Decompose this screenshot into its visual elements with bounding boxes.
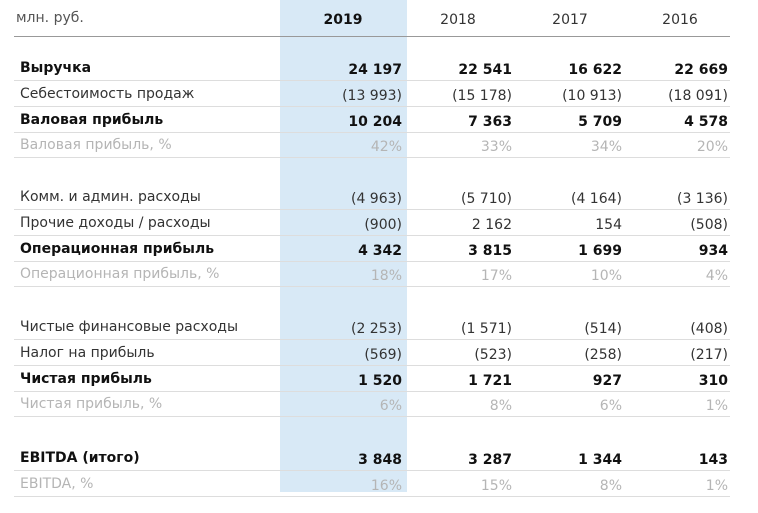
cell-value: (258)	[584, 346, 622, 363]
row-label: Чистая прибыль	[20, 370, 152, 387]
row-label: Валовая прибыль	[20, 111, 164, 128]
cell-value: 4 578	[684, 113, 728, 130]
row-rule	[14, 234, 730, 236]
year-header: 2018	[440, 12, 476, 28]
row-label: Налог на прибыль	[20, 344, 155, 361]
row-label: Комм. и админ. расходы	[20, 189, 201, 205]
cell-value: (1 571)	[460, 321, 512, 337]
row-rule	[14, 105, 730, 107]
cell-value: 17%	[480, 268, 512, 285]
cell-value: 6%	[379, 398, 402, 415]
cell-value: 1%	[705, 477, 728, 494]
cell-value: 6%	[599, 398, 622, 415]
cell-value: (523)	[474, 346, 512, 363]
cell-value: (3 136)	[676, 191, 728, 207]
cell-value: 16 622	[568, 62, 622, 78]
cell-value: 1 344	[578, 452, 622, 468]
row-rule	[14, 260, 730, 262]
row-rule	[14, 209, 730, 210]
row-rule	[14, 80, 730, 81]
cell-value: (217)	[690, 346, 728, 363]
cell-value: 934	[698, 242, 728, 259]
cell-value: 1 699	[578, 242, 622, 259]
cell-value: 15%	[480, 477, 512, 494]
cell-value: (900)	[364, 216, 402, 233]
cell-value: (18 091)	[668, 87, 728, 104]
cell-value: 22 541	[458, 62, 512, 78]
cell-value: 3 287	[468, 452, 512, 468]
cell-value: 10 204	[348, 113, 402, 130]
cell-value: 16%	[370, 477, 402, 494]
row-rule	[14, 470, 730, 471]
row-label: EBITDA (итого)	[20, 450, 140, 466]
cell-value: (569)	[364, 346, 402, 363]
cell-value: (514)	[584, 321, 622, 337]
cell-value: 8%	[489, 398, 512, 415]
cell-value: (508)	[690, 216, 728, 233]
row-label: Операционная прибыль, %	[20, 266, 220, 283]
cell-value: 42%	[370, 139, 402, 156]
row-label: Выручка	[20, 60, 92, 76]
cell-value: 20%	[696, 139, 728, 156]
row-rule	[14, 131, 730, 133]
row-rule	[14, 364, 730, 366]
cell-value: 2 162	[471, 216, 512, 233]
cell-value: (4 963)	[350, 191, 402, 207]
cell-value: 10%	[590, 268, 622, 285]
column-highlight	[280, 0, 407, 492]
year-header: 2016	[662, 12, 698, 28]
cell-value: 927	[592, 372, 622, 389]
cell-value: (2 253)	[350, 321, 402, 337]
row-label: Операционная прибыль	[20, 240, 215, 257]
cell-value: 3 848	[358, 452, 402, 468]
row-rule	[14, 495, 730, 497]
row-label: Валовая прибыль, %	[20, 137, 172, 154]
row-rule	[14, 416, 730, 418]
cell-value: 310	[698, 372, 728, 389]
cell-value: 143	[698, 452, 728, 468]
row-rule	[14, 390, 730, 392]
cell-value: 18%	[370, 268, 402, 285]
year-header: 2017	[552, 12, 588, 28]
row-label: EBITDA, %	[20, 475, 94, 492]
cell-value: 7 363	[468, 113, 512, 130]
cell-value: 1%	[705, 398, 728, 415]
cell-value: (408)	[690, 321, 728, 337]
unit: млн. руб.	[16, 10, 84, 26]
cell-value: 4 342	[358, 242, 402, 259]
cell-value: 34%	[590, 139, 622, 156]
cell-value: 4%	[705, 268, 728, 285]
row-rule	[14, 286, 730, 288]
cell-value: 154	[595, 216, 622, 233]
year-header: 2019	[323, 12, 363, 28]
row-label: Чистые финансовые расходы	[20, 319, 238, 335]
row-rule	[14, 157, 730, 159]
cell-value: 5 709	[578, 113, 622, 130]
cell-value: 1 520	[358, 372, 402, 389]
row-rule	[14, 339, 730, 340]
row-label: Прочие доходы / расходы	[20, 214, 211, 231]
cell-value: 3 815	[468, 242, 512, 259]
cell-value: 22 669	[674, 62, 728, 78]
cell-value: 24 197	[348, 62, 402, 78]
cell-value: (4 164)	[570, 191, 622, 207]
cell-value: 33%	[480, 139, 512, 156]
cell-value: (15 178)	[452, 87, 512, 104]
cell-value: (10 913)	[562, 87, 622, 104]
cell-value: (5 710)	[460, 191, 512, 207]
cell-value: 8%	[599, 477, 622, 494]
header-rule	[14, 36, 730, 37]
row-label: Себестоимость продаж	[20, 85, 195, 102]
cell-value: (13 993)	[342, 87, 402, 104]
cell-value: 1 721	[468, 372, 512, 389]
row-label: Чистая прибыль, %	[20, 396, 163, 413]
